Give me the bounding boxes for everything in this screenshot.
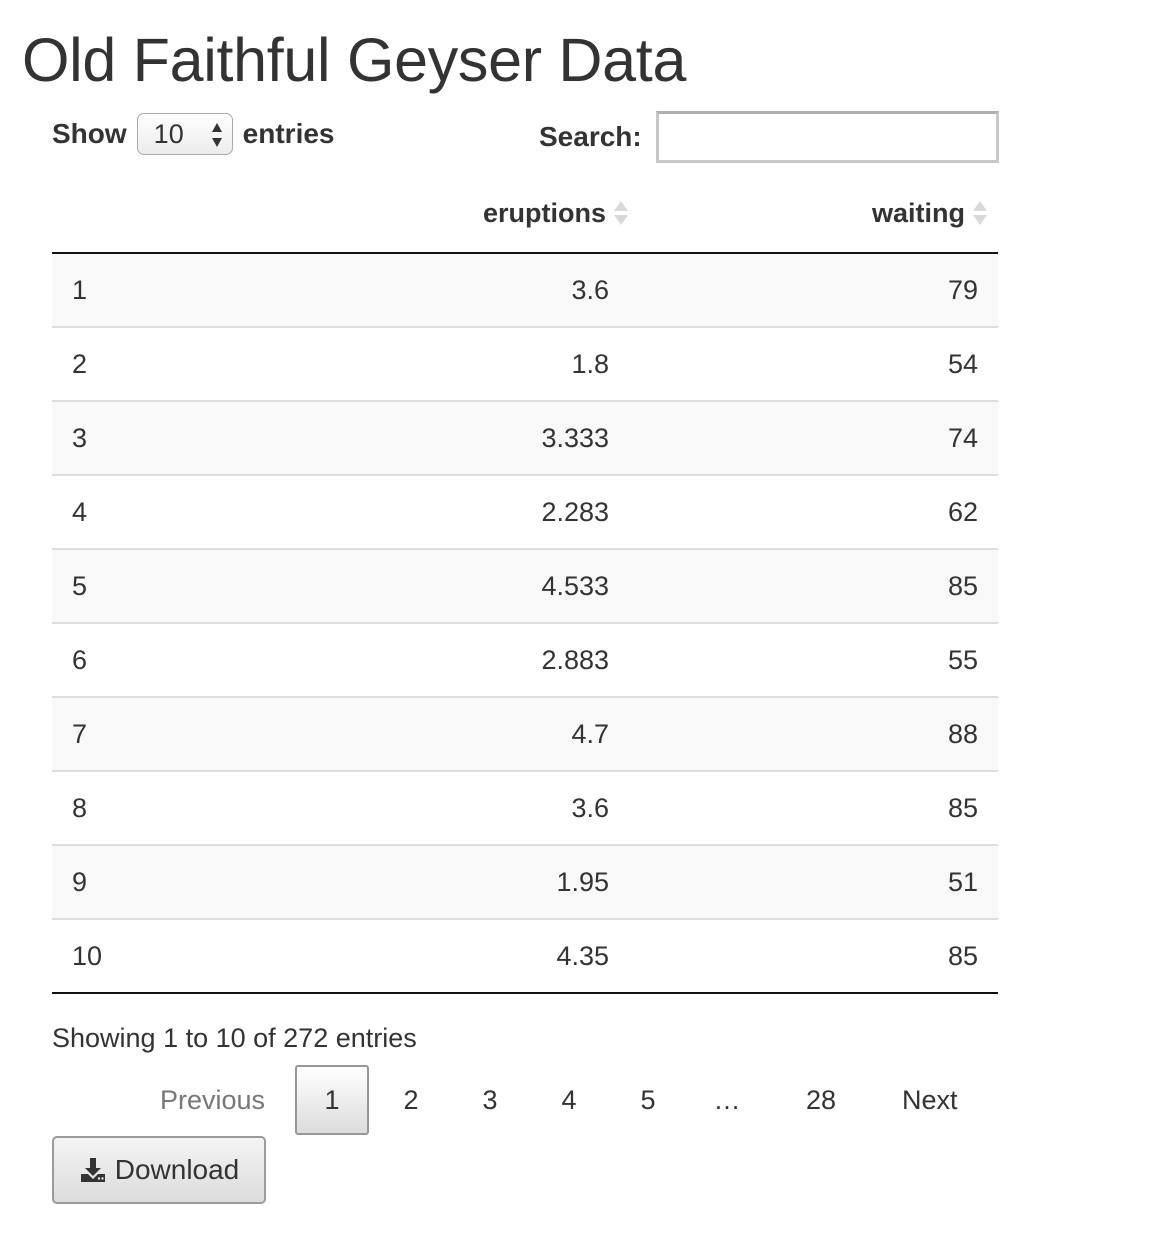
table-row[interactable]: 2 1.8 54 <box>52 326 998 401</box>
sort-icon <box>614 200 629 225</box>
cell-index: 9 <box>52 844 431 919</box>
updown-arrows-icon <box>211 123 222 147</box>
cell-index: 2 <box>52 326 431 401</box>
sort-icon <box>973 200 987 225</box>
page-ellipsis: … <box>713 1084 741 1115</box>
column-header-eruptions[interactable]: eruptions <box>430 176 630 254</box>
entries-length-value: 10 <box>153 118 184 149</box>
cell-waiting: 51 <box>629 844 998 919</box>
data-table: eruptions waiting 1 3.6 79 2 1.8 54 3 3.… <box>52 176 998 994</box>
pagination: Previous 1 2 3 4 5 … 28 Next <box>136 1064 987 1136</box>
page-title: Old Faithful Geyser Data <box>22 26 687 94</box>
page-button-1[interactable]: 1 <box>295 1065 370 1135</box>
page-button-4[interactable]: 4 <box>561 1084 577 1115</box>
cell-waiting: 85 <box>629 770 998 845</box>
cell-index: 10 <box>52 918 431 994</box>
table-row[interactable]: 7 4.7 88 <box>52 696 998 771</box>
cell-index: 3 <box>52 400 431 475</box>
cell-index: 5 <box>52 548 431 623</box>
search-area: Search: <box>539 111 999 163</box>
cell-eruptions: 4.7 <box>430 696 630 771</box>
table-row[interactable]: 8 3.6 85 <box>52 770 998 845</box>
download-button[interactable]: Download <box>52 1136 266 1204</box>
cell-waiting: 74 <box>629 400 998 475</box>
cell-waiting: 88 <box>629 696 998 771</box>
table-row[interactable]: 5 4.533 85 <box>52 548 998 623</box>
cell-eruptions: 3.333 <box>430 400 630 475</box>
cell-waiting: 62 <box>629 474 998 549</box>
page-button-2[interactable]: 2 <box>403 1084 419 1115</box>
cell-eruptions: 2.283 <box>430 474 630 549</box>
entries-label: entries <box>242 118 335 149</box>
table-row[interactable]: 6 2.883 55 <box>52 622 998 697</box>
cell-index: 6 <box>52 622 431 697</box>
column-header-index[interactable] <box>52 176 431 254</box>
cell-eruptions: 3.6 <box>430 253 630 327</box>
table-header-row: eruptions waiting <box>52 176 998 254</box>
cell-eruptions: 2.883 <box>430 622 630 697</box>
cell-eruptions: 4.35 <box>430 918 630 994</box>
table-row[interactable]: 10 4.35 85 <box>52 918 998 994</box>
show-label: Show <box>52 118 127 149</box>
page-button-5[interactable]: 5 <box>640 1084 656 1115</box>
download-icon <box>80 1158 105 1182</box>
cell-waiting: 54 <box>629 326 998 401</box>
cell-waiting: 85 <box>629 548 998 623</box>
table-row[interactable]: 3 3.333 74 <box>52 400 998 475</box>
cell-index: 8 <box>52 770 431 845</box>
search-label: Search: <box>539 121 642 152</box>
cell-index: 7 <box>52 696 431 771</box>
page-button-last[interactable]: 28 <box>806 1084 837 1115</box>
select-arrows-icon <box>211 121 223 149</box>
table-row[interactable]: 4 2.283 62 <box>52 474 998 549</box>
column-header-waiting[interactable]: waiting <box>629 176 998 254</box>
cell-waiting: 79 <box>629 253 998 327</box>
search-input[interactable] <box>655 111 999 163</box>
entries-length-control: Show 10 entries <box>52 112 335 156</box>
table-row[interactable]: 9 1.95 51 <box>52 844 998 919</box>
cell-waiting: 85 <box>629 918 998 994</box>
page-button-3[interactable]: 3 <box>482 1084 498 1115</box>
cell-eruptions: 1.8 <box>430 326 630 401</box>
entries-length-select[interactable]: 10 <box>136 113 233 155</box>
cell-waiting: 55 <box>629 622 998 697</box>
column-header-label: eruptions <box>483 198 607 229</box>
cell-eruptions: 4.533 <box>430 548 630 623</box>
previous-button[interactable]: Previous <box>160 1084 266 1115</box>
cell-eruptions: 1.95 <box>430 844 630 919</box>
cell-eruptions: 3.6 <box>430 770 630 845</box>
download-label: Download <box>114 1154 240 1185</box>
next-button[interactable]: Next <box>902 1084 958 1115</box>
cell-index: 4 <box>52 474 431 549</box>
column-header-label: waiting <box>872 198 965 229</box>
table-info: Showing 1 to 10 of 272 entries <box>52 1023 417 1053</box>
cell-index: 1 <box>52 253 431 327</box>
table-row[interactable]: 1 3.6 79 <box>52 253 998 327</box>
